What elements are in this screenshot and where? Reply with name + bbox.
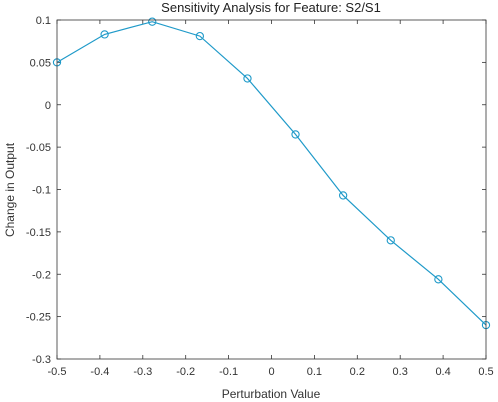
y-tick-label: -0.25 [26,312,51,324]
y-tick-label: -0.3 [32,354,51,366]
x-tick-label: -0.3 [133,366,152,378]
y-tick-label: 0 [45,100,51,112]
x-axis: -0.5 -0.4 -0.3 -0.2 -0.1 0 0.1 0.2 0.3 0.4 0.5 [48,20,494,378]
data-point [338,191,348,200]
x-tick-label: -0.4 [90,366,109,378]
data-point [195,31,205,41]
x-tick-label: -0.5 [48,366,67,378]
chart-title: Sensitivity Analysis for Feature: S2/S1 [161,0,381,15]
data-point [243,74,252,83]
series-layer [52,17,491,330]
data-point [291,130,300,139]
x-tick-label: 0.2 [350,366,365,378]
data-point [100,30,109,39]
y-tick-label: -0.1 [32,185,51,197]
data-point [148,17,157,26]
plot-frame [56,19,487,360]
x-tick-label: -0.1 [219,366,238,378]
x-tick-label: 0.3 [393,366,408,378]
x-tick-label: 0.5 [478,366,493,378]
x-tick-label: -0.2 [176,366,195,378]
y-tick-label: -0.2 [32,269,51,281]
y-tick-label: -0.05 [26,142,51,154]
y-axis: 0.1 0.05 0 -0.05 -0.1 -0.15 -0.2 -0.25 -0.3 [26,15,486,366]
y-tick-label: 0.1 [36,15,51,27]
data-point [434,275,443,284]
x-tick-label: 0 [268,366,274,378]
data-point [386,236,395,245]
series-line [56,21,487,326]
y-tick-label: -0.15 [26,227,51,239]
x-tick-label: 0.4 [435,366,450,378]
y-tick-label: 0.05 [30,57,51,69]
x-axis-label: Perturbation Value [222,387,321,401]
x-tick-label: 0.1 [307,366,322,378]
y-axis-label: Change in Output [3,142,17,237]
